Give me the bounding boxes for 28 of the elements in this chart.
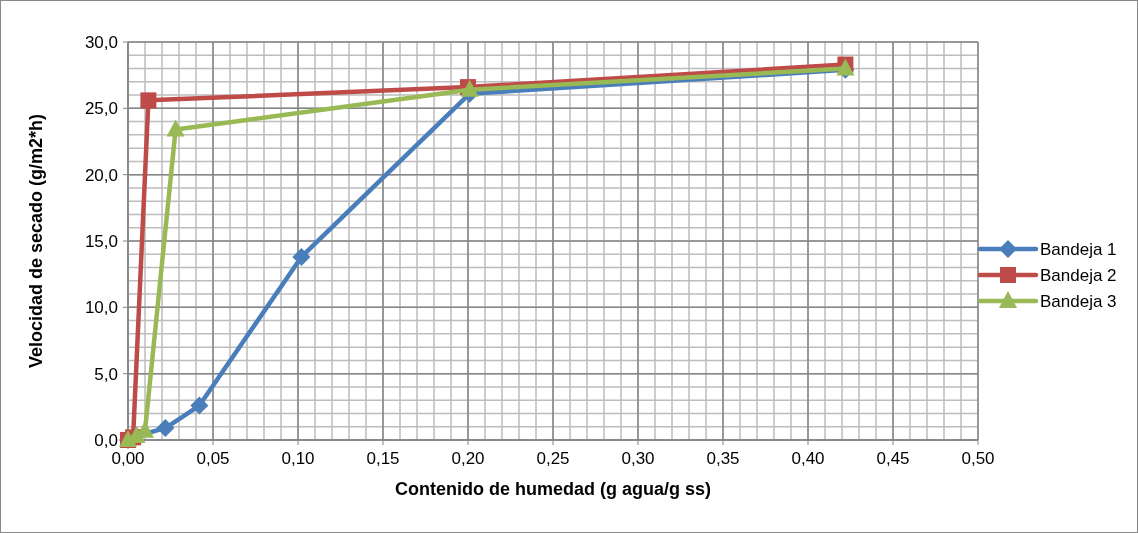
- x-tick-label: 0,05: [196, 449, 230, 468]
- legend-label: Bandeja 3: [1040, 292, 1117, 311]
- x-axis-title: Contenido de humedad (g agua/g ss): [394, 479, 712, 499]
- point: [166, 119, 185, 137]
- x-tick-label: 0,15: [366, 449, 400, 468]
- y-tick-label: 15,0: [84, 232, 118, 251]
- x-tick-label: 0,00: [111, 449, 145, 468]
- y-tick-label: 10,0: [84, 298, 118, 318]
- y-axis-title: Velocidad de secado (g/m2*h): [26, 113, 46, 369]
- point: [156, 419, 175, 438]
- point: [190, 396, 209, 415]
- x-tick-label: 0,10: [281, 449, 315, 468]
- x-tick-label: 0,25: [536, 449, 570, 468]
- x-tick-label: 0,35: [706, 449, 740, 468]
- x-tick-label: 0,20: [451, 449, 485, 468]
- point: [292, 247, 311, 266]
- x-tick-label: 0,30: [621, 449, 655, 468]
- x-tick-label: 0,50: [961, 449, 995, 468]
- legend-label: Bandeja 1: [1040, 240, 1117, 259]
- x-tick-label: 0,45: [876, 449, 910, 468]
- y-tick-label: 0,0: [94, 431, 118, 450]
- y-tick-label: 5,0: [94, 364, 118, 384]
- y-tick-label: 25,0: [84, 99, 118, 119]
- y-tick-label: 20,0: [84, 165, 118, 185]
- x-tick-label: 0,40: [791, 449, 825, 468]
- legend-label: Bandeja 2: [1040, 266, 1117, 285]
- y-tick-label: 30,0: [84, 33, 118, 52]
- point: [140, 92, 157, 109]
